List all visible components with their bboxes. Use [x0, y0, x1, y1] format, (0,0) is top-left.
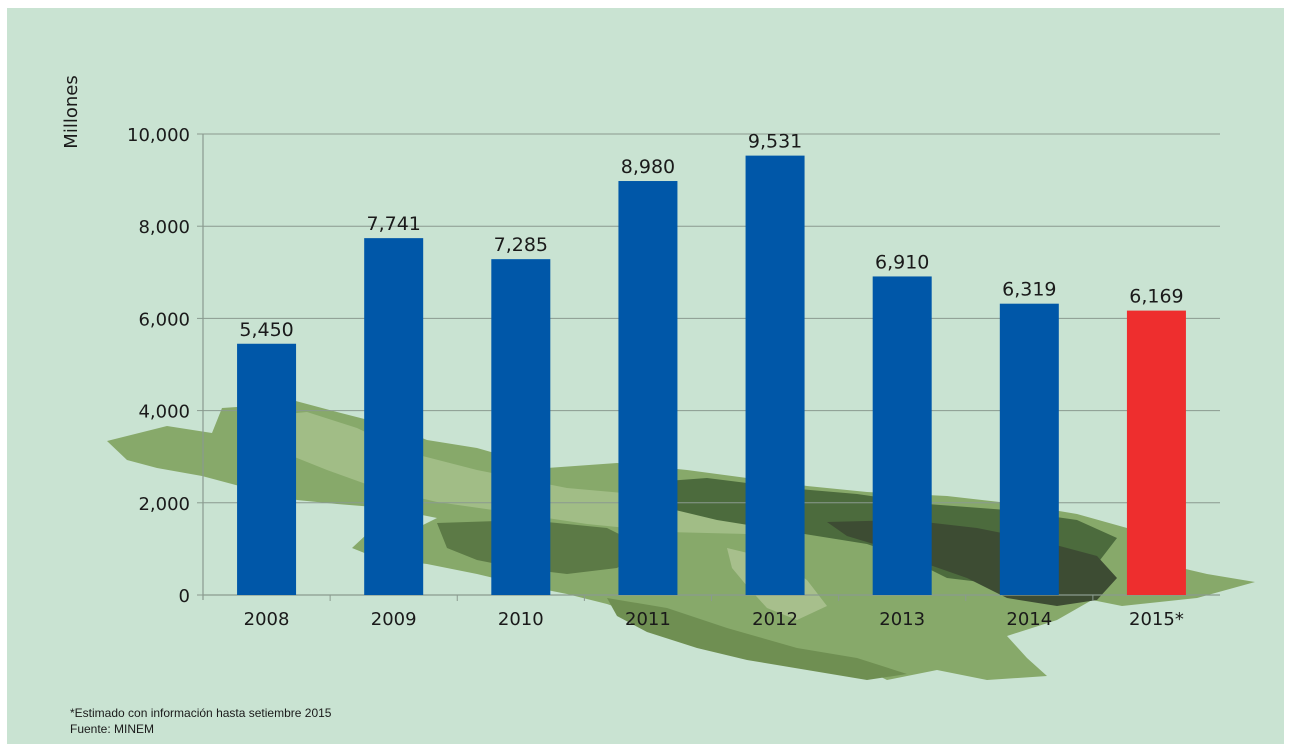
bar: [1126, 310, 1186, 595]
bar: [745, 155, 805, 595]
y-tick-label: 10,000: [127, 125, 190, 146]
bar-value-label: 9,531: [748, 131, 802, 153]
bar: [618, 181, 678, 595]
x-tick-label: 2015*: [1129, 609, 1184, 630]
bar: [237, 343, 297, 595]
x-tick-label: 2009: [371, 609, 417, 630]
bar-value-label: 5,450: [239, 319, 293, 341]
x-tick-label: 2011: [625, 609, 671, 630]
bar-value-label: 6,910: [875, 251, 929, 273]
footnote: *Estimado con información hasta setiembr…: [70, 706, 332, 720]
bar-value-label: 6,169: [1129, 286, 1183, 308]
y-tick-label: 8,000: [138, 217, 190, 238]
x-tick-labels: 2008 2009 2010 2011 2012 2013 2014 2015*: [244, 609, 1184, 630]
bar-value-label: 7,285: [494, 234, 548, 256]
y-tick-label: 0: [179, 586, 190, 607]
x-tick-label: 2008: [244, 609, 290, 630]
x-tick-label: 2013: [879, 609, 925, 630]
x-tick-label: 2010: [498, 609, 544, 630]
bar: [364, 238, 424, 595]
bar-value-label: 6,319: [1002, 279, 1056, 301]
y-tick-labels: 0 2,000 4,000 6,000 8,000 10,000: [127, 125, 190, 607]
y-tick-label: 4,000: [138, 402, 190, 423]
bar: [999, 303, 1059, 595]
x-tick-label: 2012: [752, 609, 798, 630]
bar-value-label: 7,741: [366, 213, 420, 235]
bar: [491, 259, 551, 595]
source-note: Fuente: MINEM: [70, 722, 155, 736]
y-axis-title: Millones: [61, 75, 82, 148]
chart-panel: 5,450 7,741 7,285 8,980 9,531 6,910 6,319 6,169…: [7, 8, 1284, 744]
bar-chart: 5,450 7,741 7,285 8,980 9,531 6,910 6,319 6,169…: [61, 75, 1255, 680]
value-labels: 5,450 7,741 7,285 8,980 9,531 6,910 6,319 6,169: [239, 131, 1183, 341]
bar-value-label: 8,980: [621, 156, 675, 178]
y-tick-label: 2,000: [138, 494, 190, 515]
bar: [872, 276, 932, 595]
bars: [237, 155, 1186, 595]
x-tick-label: 2014: [1006, 609, 1052, 630]
y-tick-label: 6,000: [138, 309, 190, 330]
